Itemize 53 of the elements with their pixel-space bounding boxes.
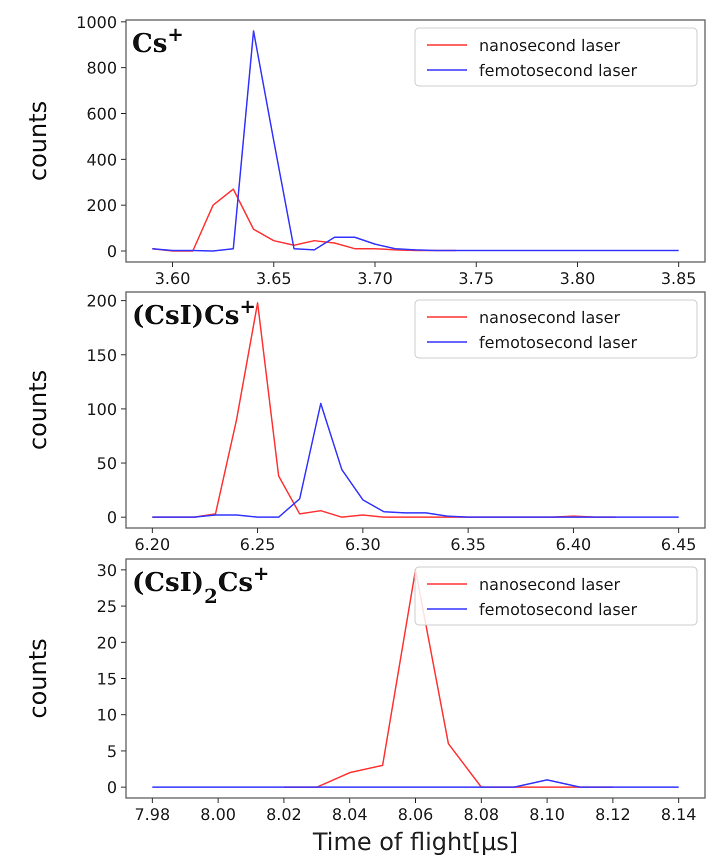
y-tick-label: 200: [86, 292, 117, 311]
x-tick-label: 6.35: [450, 535, 486, 554]
x-tick-label: 6.30: [345, 535, 381, 554]
x-tick-label: 3.85: [660, 269, 696, 288]
chart-title: (CsI)Cs$^{+}$: [132, 294, 256, 331]
y-tick-label: 20: [96, 633, 117, 652]
chart-title: (CsI)$_{2}$Cs$^{+}$: [132, 562, 270, 608]
x-tick-label: 3.60: [154, 269, 190, 288]
x-tick-label: 3.80: [560, 269, 596, 288]
line-series: [152, 402, 680, 518]
y-tick-label: 800: [86, 58, 117, 78]
x-tick-label: 3.70: [357, 269, 393, 288]
x-tick-label: 6.40: [556, 535, 592, 554]
x-tick-label: 8.12: [595, 805, 631, 824]
y-axis-title: counts: [24, 100, 52, 182]
legend-label: nanosecond laser: [479, 308, 620, 327]
x-tick-label: 6.45: [660, 535, 696, 554]
x-tick-label: 3.75: [458, 269, 494, 288]
legend-label: nanosecond laser: [479, 575, 620, 594]
y-tick-label: 1000: [76, 12, 117, 32]
x-tick-label: 8.08: [463, 805, 500, 824]
legend-label: femotosecond laser: [479, 61, 638, 80]
y-axis-title: counts: [24, 638, 52, 719]
y-tick-label: 50: [96, 454, 117, 474]
x-tick-label: 8.00: [200, 805, 236, 824]
y-tick-label: 15: [96, 670, 117, 688]
x-tick-label: 7.98: [134, 805, 170, 824]
x-tick-label: 6.20: [134, 535, 170, 554]
x-tick-label: 8.02: [266, 805, 302, 824]
x-tick-label: 8.14: [660, 805, 696, 824]
x-axis-title: Time of flight[μs]: [312, 828, 518, 856]
x-tick-label: 8.06: [398, 805, 434, 824]
chart-title: Cs$^{+}$: [132, 22, 184, 59]
y-tick-label: 0: [106, 778, 117, 798]
x-tick-label: 8.10: [529, 805, 565, 824]
y-tick-label: 100: [86, 400, 117, 419]
y-tick-label: 5: [106, 742, 117, 761]
x-tick-label: 6.25: [240, 535, 276, 554]
y-tick-label: 0: [106, 242, 117, 261]
y-tick-label: 10: [96, 706, 117, 725]
y-tick-label: 600: [86, 104, 117, 124]
x-tick-label: 3.65: [256, 269, 292, 288]
x-tick-label: 8.04: [332, 805, 368, 824]
y-tick-label: 0: [106, 508, 117, 528]
y-tick-label: 150: [86, 346, 117, 365]
legend-label: nanosecond laser: [479, 36, 620, 55]
legend-label: femotosecond laser: [479, 600, 638, 619]
y-axis-title: counts: [24, 370, 52, 450]
y-tick-label: 200: [86, 196, 117, 216]
y-tick-label: 30: [96, 560, 117, 580]
y-tick-label: 25: [96, 597, 117, 616]
y-tick-label: 400: [86, 150, 117, 170]
legend-label: femotosecond laser: [479, 333, 638, 352]
